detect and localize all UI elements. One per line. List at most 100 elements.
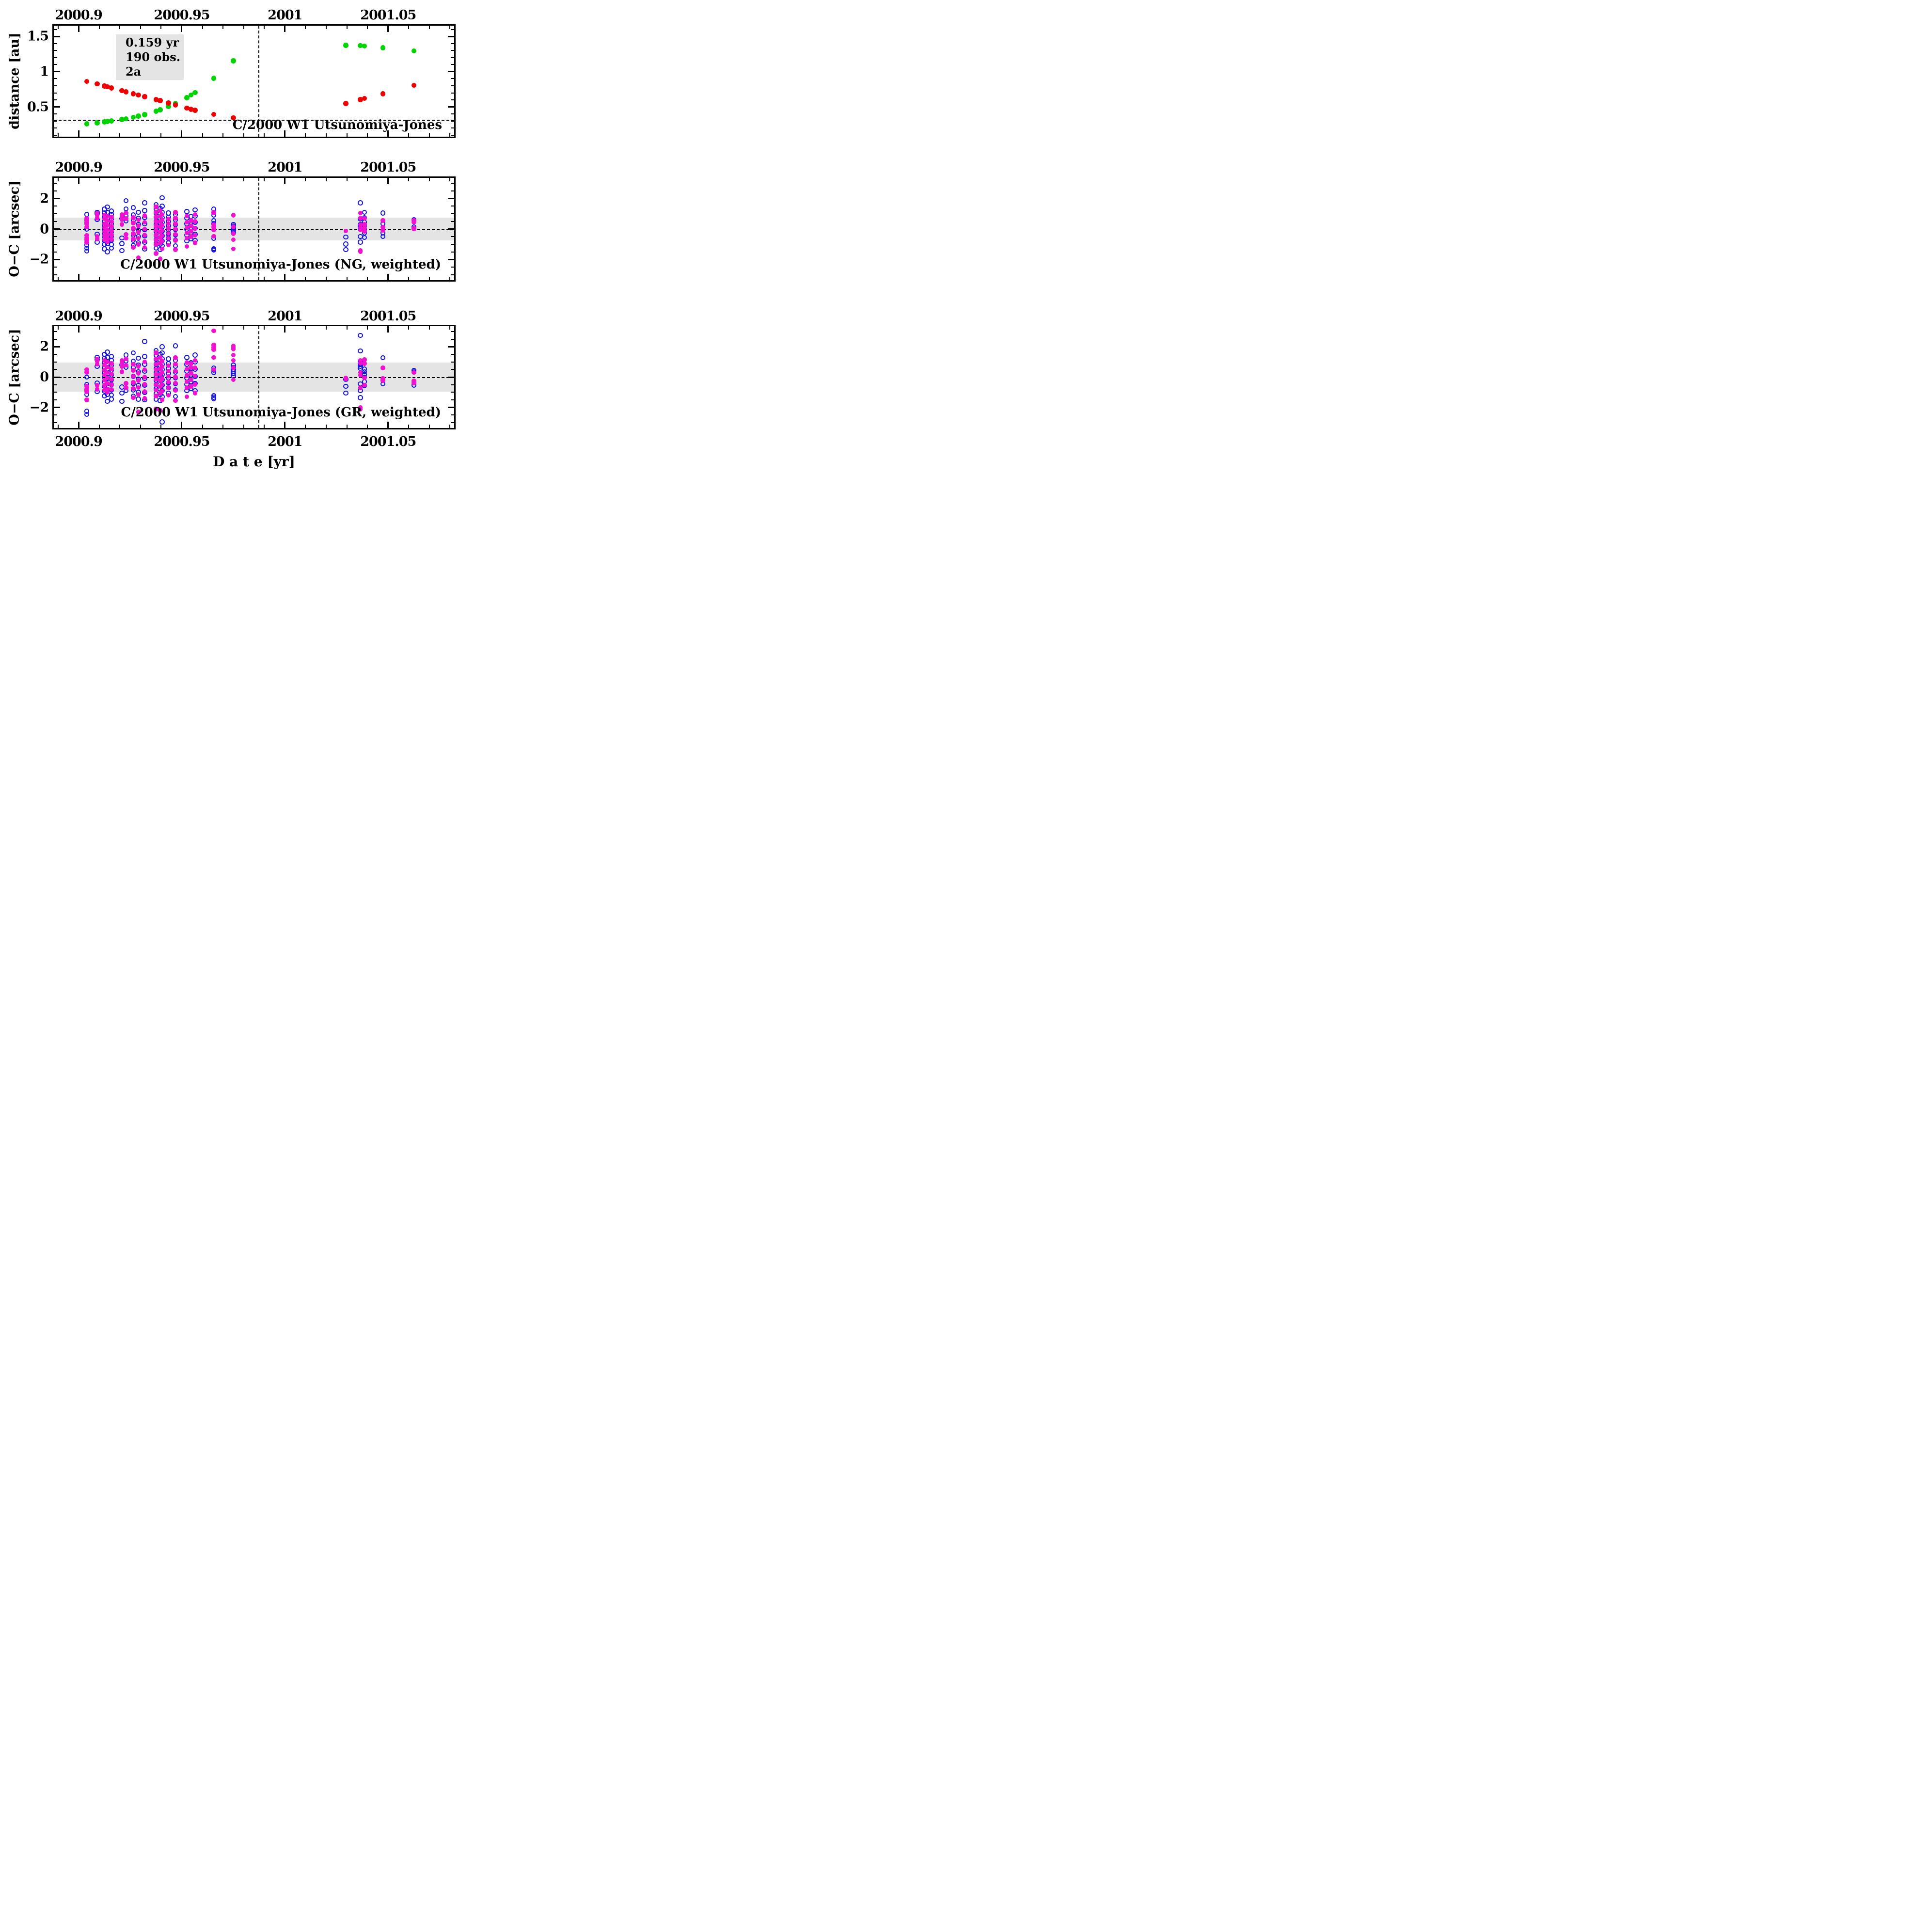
- y-tick: [451, 251, 454, 253]
- data-point: [362, 222, 367, 227]
- x-tick: [264, 326, 265, 330]
- y-tick: [451, 399, 454, 400]
- data-point: [192, 373, 198, 379]
- data-point: [411, 82, 417, 88]
- data-point: [105, 218, 110, 223]
- y-tick: [54, 127, 57, 129]
- info-arc-length: 0.159 yr: [126, 35, 179, 49]
- data-point: [154, 228, 158, 233]
- data-point: [173, 343, 178, 348]
- data-point: [358, 361, 363, 365]
- x-tick: [98, 326, 100, 330]
- data-point: [380, 210, 386, 216]
- data-point: [189, 229, 193, 234]
- x-tick: [284, 130, 286, 137]
- data-point: [84, 248, 90, 254]
- data-point: [124, 216, 128, 221]
- x-tick: [428, 133, 430, 137]
- y-tick: [54, 414, 57, 416]
- data-point: [192, 352, 198, 358]
- data-point: [136, 113, 141, 119]
- y-tick: [54, 64, 57, 65]
- data-point: [95, 81, 100, 87]
- x-tick: [449, 277, 451, 280]
- data-point: [173, 247, 178, 252]
- data-point: [412, 220, 416, 225]
- y-tick-label: 0: [40, 222, 49, 237]
- data-point: [173, 368, 178, 374]
- x-tick-label: 2000.95: [154, 8, 210, 23]
- y-tick: [54, 384, 57, 385]
- data-point: [102, 363, 107, 367]
- data-point: [192, 382, 198, 387]
- data-point: [102, 372, 107, 378]
- data-point: [358, 333, 363, 338]
- y-tick-label: 0: [40, 369, 49, 385]
- data-point: [380, 45, 386, 50]
- data-point: [158, 361, 163, 365]
- data-point: [105, 119, 110, 124]
- data-point: [131, 237, 136, 241]
- data-point: [358, 358, 363, 363]
- x-tick-label: 2001.05: [360, 8, 416, 23]
- x-tick: [140, 277, 141, 280]
- x-tick: [428, 178, 430, 181]
- y-tick: [54, 267, 57, 268]
- x-tick: [181, 422, 183, 428]
- data-point: [153, 109, 158, 114]
- data-point: [131, 215, 136, 220]
- data-point: [158, 256, 163, 261]
- y-tick: [451, 236, 454, 238]
- data-point: [153, 97, 158, 102]
- x-tick: [408, 133, 410, 137]
- data-point: [358, 43, 363, 48]
- data-point: [136, 364, 141, 369]
- data-point: [124, 381, 128, 386]
- x-tick: [181, 26, 183, 32]
- data-point: [105, 249, 110, 254]
- data-point: [131, 221, 136, 225]
- y-tick: [451, 422, 454, 424]
- data-point: [189, 234, 193, 239]
- data-point: [362, 209, 367, 215]
- data-point: [343, 43, 348, 48]
- data-point: [84, 412, 90, 417]
- data-point: [102, 378, 107, 383]
- y-tick-label: 2: [40, 339, 49, 354]
- x-tick: [243, 178, 244, 181]
- data-point: [362, 382, 367, 388]
- x-tick: [449, 425, 451, 428]
- data-point: [166, 374, 171, 379]
- data-point: [154, 382, 158, 387]
- data-point: [166, 221, 171, 226]
- data-point: [158, 240, 163, 245]
- y-tick: [54, 29, 57, 30]
- y-tick: [54, 353, 57, 355]
- dashed-zero-line: [54, 377, 454, 378]
- x-tick: [222, 26, 224, 29]
- y-tick: [448, 407, 454, 409]
- data-point: [131, 226, 136, 231]
- data-point: [123, 198, 129, 204]
- data-point: [105, 349, 110, 355]
- y-tick: [451, 183, 454, 184]
- data-point: [105, 370, 110, 375]
- data-point: [159, 419, 165, 425]
- x-tick: [202, 425, 203, 428]
- data-point: [184, 105, 190, 111]
- data-point: [131, 245, 136, 250]
- data-point: [154, 362, 158, 367]
- data-point: [189, 365, 193, 370]
- data-point: [173, 232, 178, 237]
- y-tick: [54, 274, 57, 275]
- x-tick: [57, 178, 59, 181]
- data-point: [142, 238, 147, 244]
- y-tick: [54, 57, 57, 58]
- data-point: [158, 224, 163, 229]
- dashed-epoch-line: [258, 26, 259, 137]
- data-point: [136, 242, 141, 247]
- data-point: [159, 397, 165, 402]
- x-tick: [305, 425, 306, 428]
- y-tick: [54, 183, 57, 184]
- data-point: [188, 92, 194, 98]
